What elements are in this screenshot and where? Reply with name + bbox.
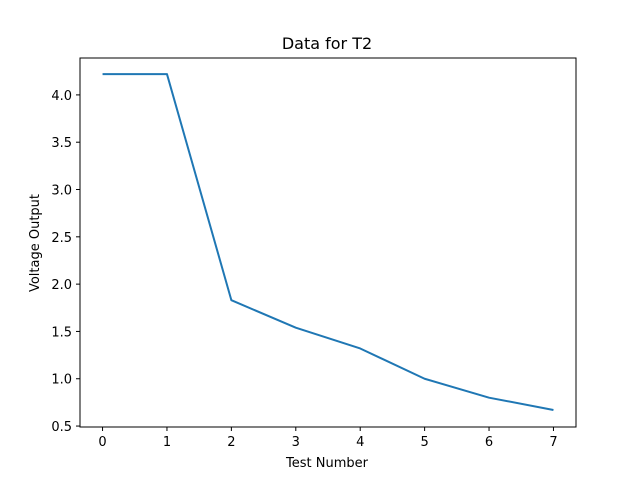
x-tick-label: 3	[292, 435, 300, 450]
x-tick-label: 4	[356, 435, 364, 450]
x-tick-label: 7	[549, 435, 557, 450]
y-axis-label: Voltage Output	[28, 194, 43, 292]
y-tick-label: 3.5	[51, 136, 72, 151]
x-tick-label: 0	[98, 435, 106, 450]
series-line	[102, 73, 554, 411]
x-tick-label: 1	[163, 435, 171, 450]
y-tick-label: 3.0	[51, 184, 72, 199]
y-axis-ticks: 0.5 1.0 1.5 2.0 2.5 3.0 3.5 4.0	[51, 89, 80, 435]
x-axis-label: Test Number	[285, 456, 369, 471]
x-tick-label: 6	[485, 435, 493, 450]
plot-area-frame	[79, 57, 577, 428]
x-tick-label: 2	[227, 435, 235, 450]
y-tick-label: 0.5	[51, 420, 72, 435]
y-tick-label: 4.0	[51, 89, 72, 104]
y-tick-label: 2.0	[51, 278, 72, 293]
y-tick-label: 1.5	[51, 325, 72, 340]
chart-title: Data for T2	[282, 34, 372, 53]
y-tick-label: 1.0	[51, 373, 72, 388]
y-tick-label: 2.5	[51, 231, 72, 246]
x-axis-ticks: 0 1 2 3 4 5 6 7	[98, 427, 558, 450]
x-tick-label: 5	[420, 435, 428, 450]
